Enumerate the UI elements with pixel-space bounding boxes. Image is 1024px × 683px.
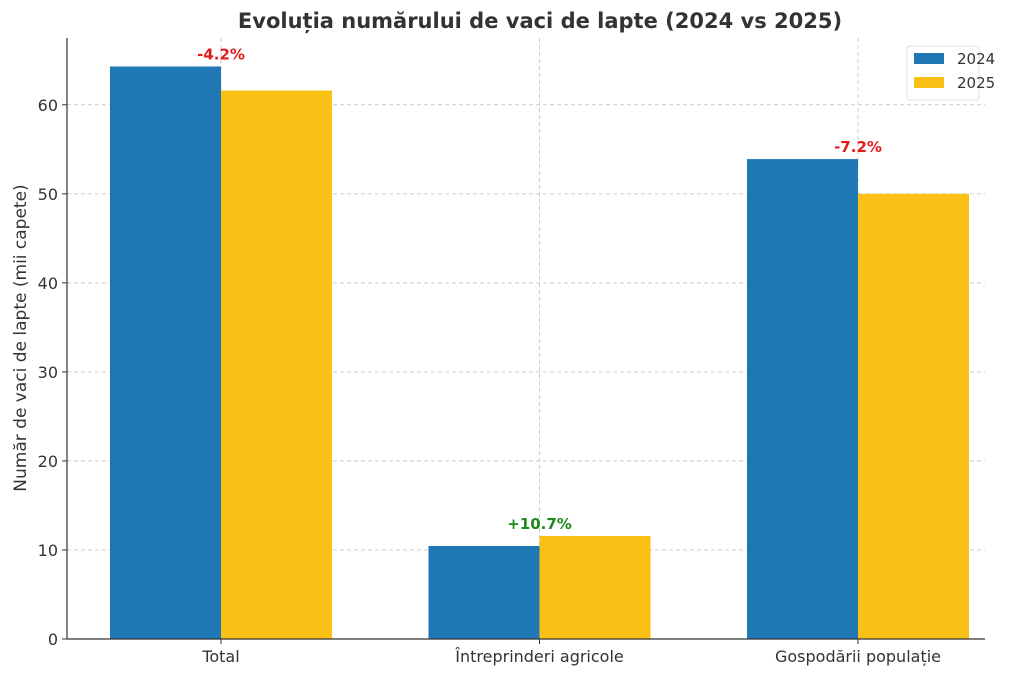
legend-label: 2025 <box>957 74 995 92</box>
y-tick-label: 60 <box>38 96 58 115</box>
y-tick-label: 20 <box>38 452 58 471</box>
change-label: +10.7% <box>507 515 572 533</box>
change-label: -7.2% <box>834 138 882 156</box>
legend-swatch-2025 <box>914 77 944 88</box>
x-tick-label: Gospodării populație <box>775 647 941 666</box>
y-tick-label: 30 <box>38 363 58 382</box>
bar-2025 <box>539 535 651 639</box>
y-tick-label: 10 <box>38 541 58 560</box>
change-label: -4.2% <box>197 45 245 63</box>
chart-title: Evoluția numărului de vaci de lapte (202… <box>238 9 842 34</box>
bar-2024 <box>747 159 858 639</box>
y-tick-label: 0 <box>48 630 58 649</box>
legend-label: 2024 <box>957 50 995 68</box>
bar-2024 <box>110 66 221 640</box>
y-tick-label: 50 <box>38 185 58 204</box>
bar-2025 <box>221 90 332 639</box>
x-tick-label: Total <box>201 647 239 666</box>
x-tick-label: Întreprinderi agricole <box>454 647 624 666</box>
y-axis-label: Număr de vaci de lapte (mii capete) <box>11 184 31 491</box>
legend: 2024 2025 <box>906 45 995 101</box>
legend-swatch-2024 <box>914 53 944 64</box>
bar-2024 <box>428 545 540 639</box>
y-tick-label: 40 <box>38 274 58 293</box>
bar-2025 <box>858 193 969 639</box>
